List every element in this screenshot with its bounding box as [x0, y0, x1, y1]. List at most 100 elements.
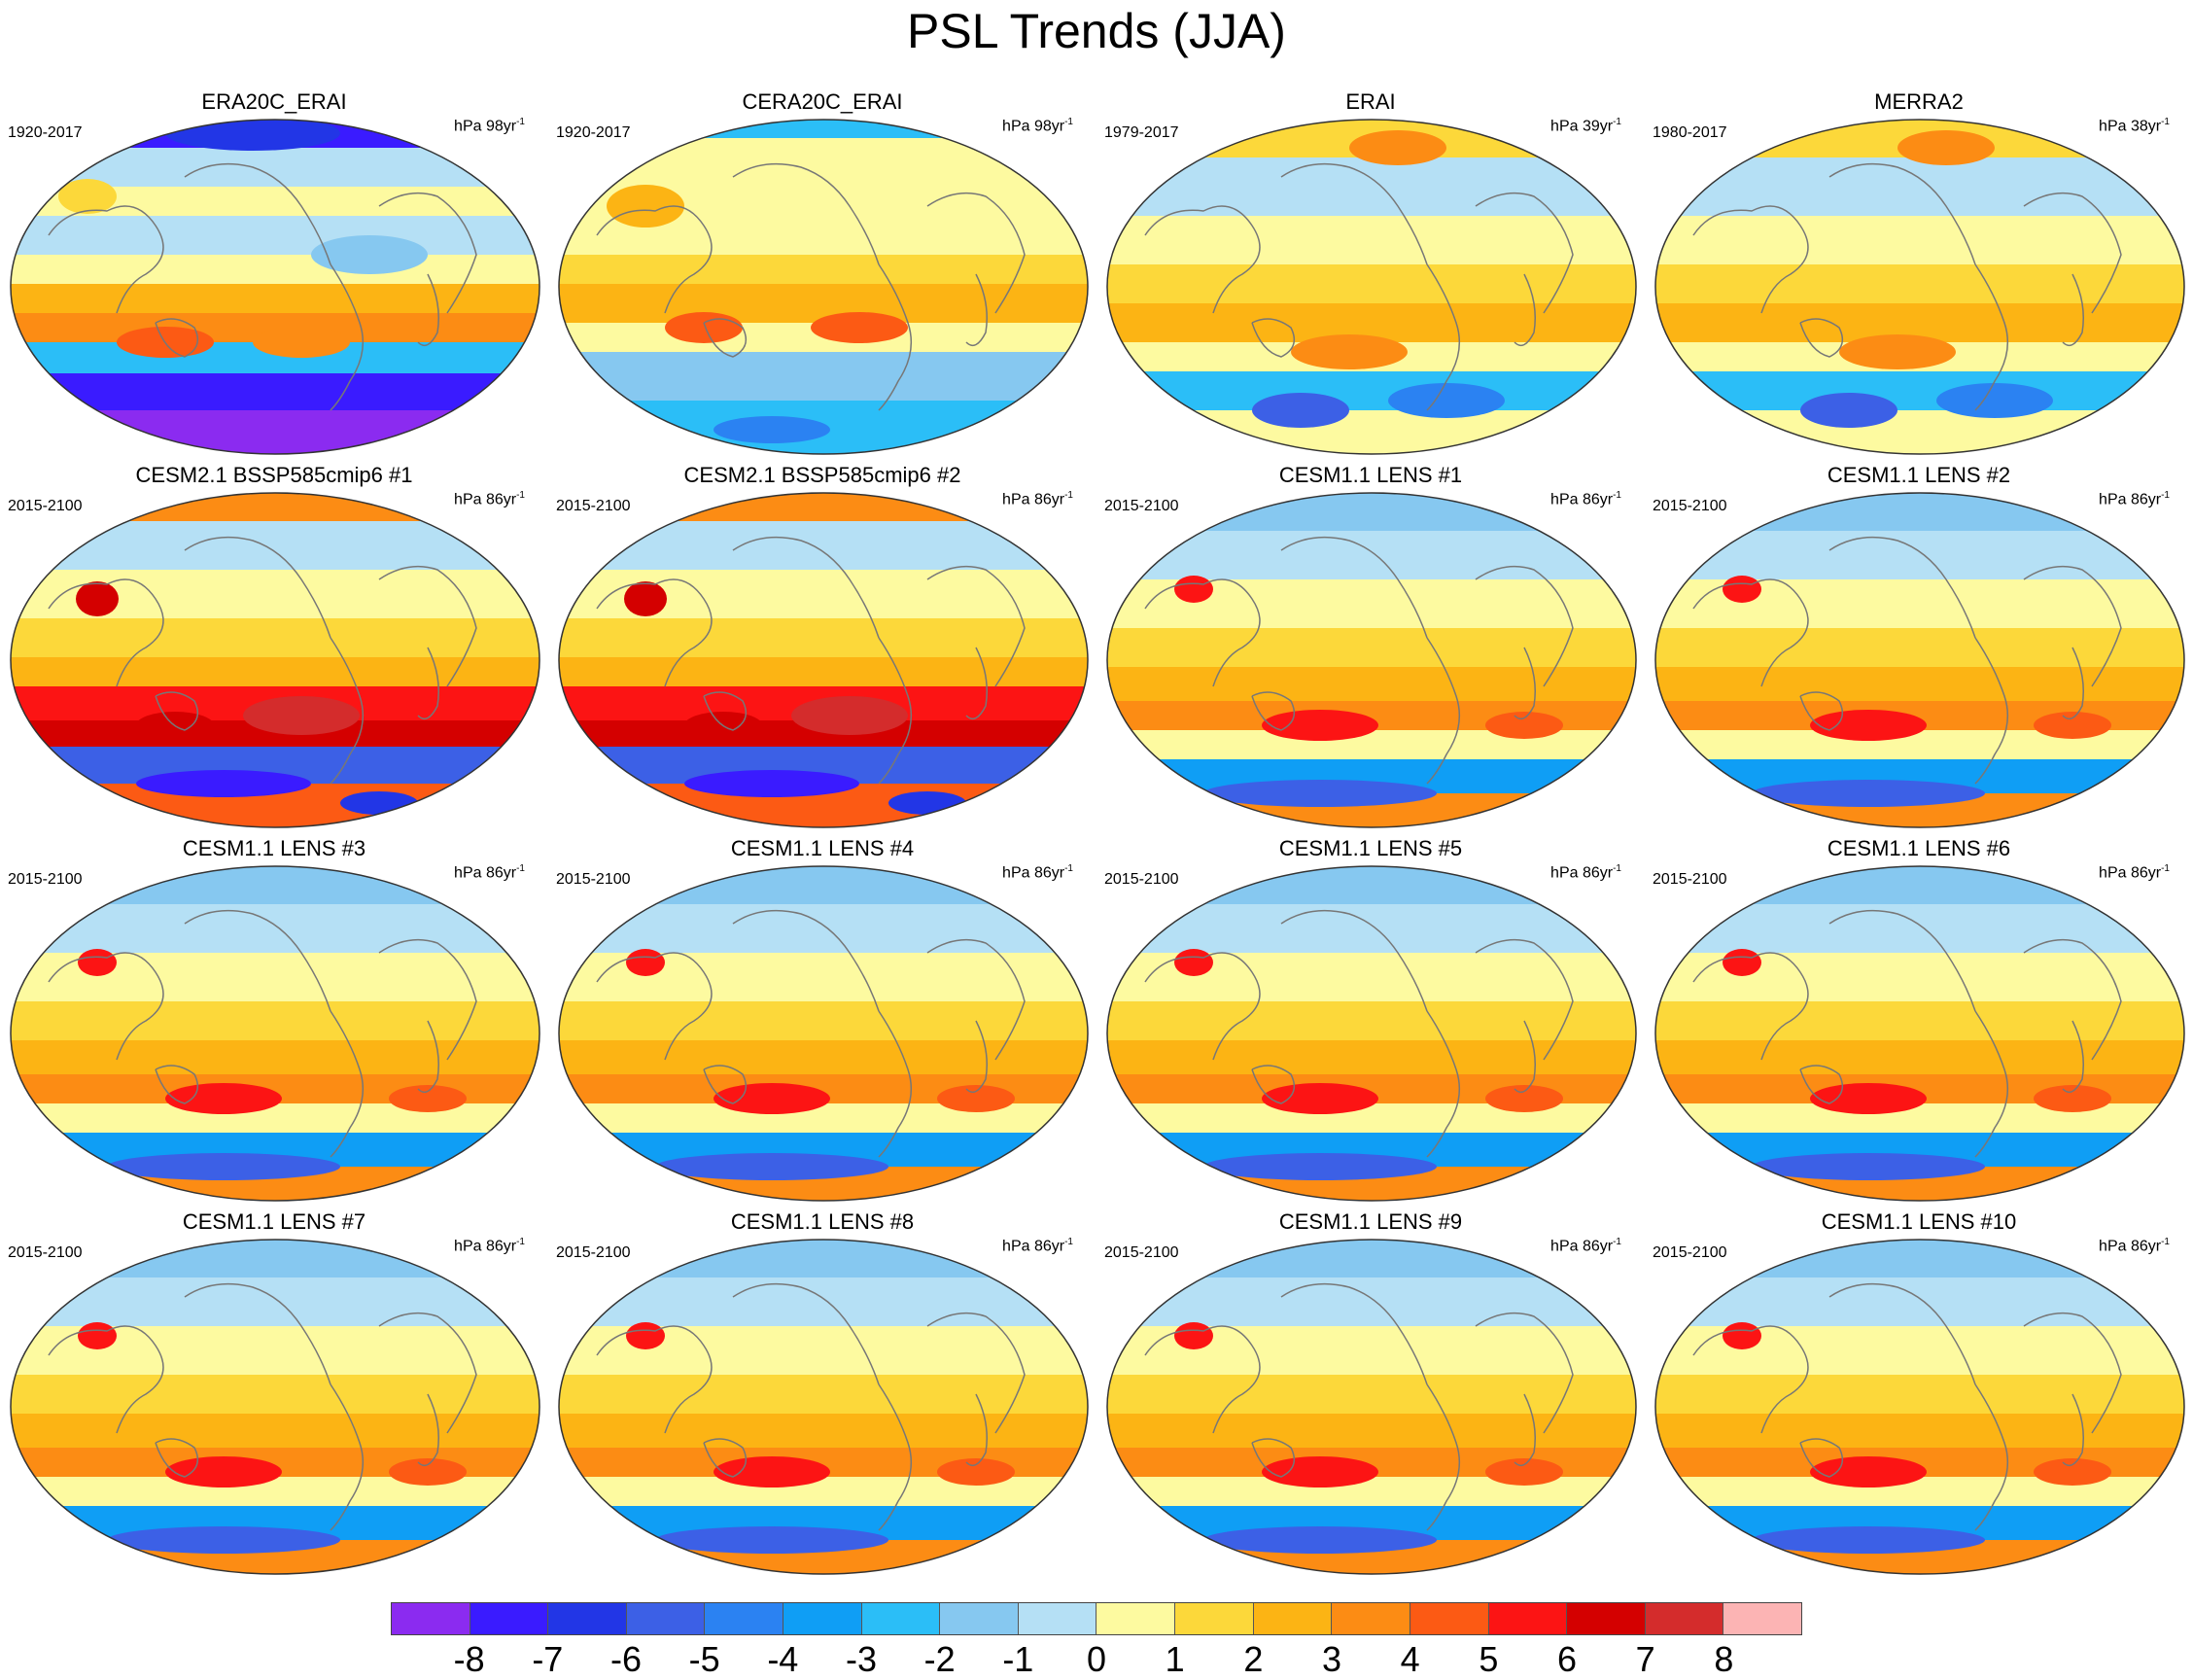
map-band [1107, 904, 1636, 953]
map-band [559, 352, 1088, 401]
panel-title: CESM1.1 LENS #10 [1821, 1209, 2017, 1234]
colorbar-tick-label: 1 [1165, 1639, 1185, 1679]
map-anomaly [1810, 710, 1927, 741]
map-band [1655, 1278, 2184, 1326]
map-band [1107, 1001, 1636, 1040]
colorbar-tick-label: -3 [845, 1639, 878, 1679]
coastline [2062, 1393, 2084, 1467]
colorbar-tick-label: 8 [1714, 1639, 1734, 1679]
panel-units-exponent: -1 [2161, 117, 2170, 127]
colorbar-box [861, 1603, 941, 1634]
coastline [1799, 691, 1844, 731]
panel-title: CESM1.1 LENS #8 [730, 1209, 915, 1234]
map-anomaly [76, 581, 119, 616]
map-outline [10, 492, 540, 828]
map-band [1107, 1040, 1636, 1074]
coastline [155, 691, 199, 731]
panel-years: 2015-2100 [1104, 1244, 1179, 1261]
map-anomaly [253, 327, 350, 358]
map-projection [558, 865, 1089, 1202]
coastline [2023, 938, 2122, 1061]
map-anomaly [811, 312, 908, 343]
map-panel: CESM1.1 LENS #8 2015-2100 hPa 86yr-1 [548, 1120, 1096, 1575]
map-anomaly [1752, 1526, 1985, 1554]
map-panel: CESM1.1 LENS #3 2015-2100 hPa 86yr-1 [0, 747, 548, 1202]
coastline [48, 578, 164, 687]
map-band [1655, 904, 2184, 953]
map-anomaly [607, 185, 684, 228]
colorbar [391, 1602, 1802, 1635]
panel-title: CERA20C_ERAI [742, 89, 903, 114]
map-band [1107, 628, 1636, 667]
map-anomaly [1262, 1456, 1378, 1488]
panel-units-text: hPa 86yr [454, 864, 517, 882]
coastline [732, 909, 880, 1012]
coastline [1280, 162, 1428, 265]
coastline [703, 1438, 748, 1478]
colorbar-tick-label: 2 [1243, 1639, 1264, 1679]
panel-years: 2015-2100 [1653, 871, 1727, 888]
panel-units: hPa 86yr-1 [1550, 863, 1621, 882]
map-anomaly [107, 1153, 340, 1180]
map-anomaly [165, 1456, 282, 1488]
map-band [1655, 1375, 2184, 1414]
colorbar-box [548, 1603, 627, 1634]
coastline [1799, 1065, 1844, 1104]
colorbar-tick-label: 4 [1400, 1639, 1420, 1679]
panel-units-text: hPa 86yr [2099, 864, 2162, 882]
coastline [1251, 691, 1296, 731]
coastline [48, 205, 164, 314]
map-outline [558, 1239, 1089, 1575]
coastline [48, 952, 164, 1061]
panel-years: 2015-2100 [1653, 1244, 1727, 1261]
coastline [732, 1282, 880, 1385]
map-anomaly [1485, 712, 1563, 739]
map-anomaly [1349, 130, 1446, 165]
map-anomaly [1810, 1083, 1927, 1114]
map-band [559, 1477, 1088, 1506]
map-panel: CESM1.1 LENS #5 2015-2100 hPa 86yr-1 [1096, 747, 1645, 1202]
colorbar-box [1175, 1603, 1254, 1634]
map-panel: CESM1.1 LENS #10 2015-2100 hPa 86yr-1 [1645, 1120, 2193, 1575]
map-band [11, 284, 540, 313]
colorbar-tick-label: -1 [1002, 1639, 1034, 1679]
coastline [1799, 1438, 1844, 1478]
map-anomaly [1936, 383, 2053, 418]
coastline [1692, 578, 1809, 687]
coastline [1692, 205, 1809, 314]
map-outline [1654, 492, 2185, 828]
map-outline [1654, 119, 2185, 455]
coastline [1426, 1010, 1461, 1158]
colorbar-box [626, 1603, 706, 1634]
map-band [1107, 303, 1636, 342]
coastline [417, 273, 439, 347]
map-anomaly [165, 1083, 282, 1114]
map-panel: CESM2.1 BSSP585cmip6 #1 2015-2100 hPa 86yr… [0, 373, 548, 828]
panel-years: 2015-2100 [556, 1244, 631, 1261]
map-anomaly [1810, 1456, 1927, 1488]
coastline [878, 263, 913, 411]
map-band [11, 216, 540, 255]
coastline [378, 938, 477, 1061]
panel-years: 2015-2100 [556, 871, 631, 888]
coastline [417, 1393, 439, 1467]
panel-units-text: hPa 86yr [1002, 491, 1065, 508]
coastline [1475, 565, 1574, 687]
map-band [1655, 1477, 2184, 1506]
map-band [559, 1240, 1088, 1278]
map-band [559, 284, 1088, 323]
map-outline [558, 492, 1089, 828]
coastline [184, 162, 331, 265]
map-band [11, 618, 540, 657]
map-projection [1106, 119, 1637, 455]
coastline [1974, 1383, 2009, 1531]
map-projection [10, 119, 540, 455]
map-outline [10, 1239, 540, 1575]
map-band [1655, 667, 2184, 701]
panel-units: hPa 98yr-1 [1002, 117, 1073, 135]
map-anomaly [107, 1526, 340, 1554]
coastline [1828, 909, 1976, 1012]
map-band [1655, 1414, 2184, 1448]
coastline [330, 263, 365, 411]
